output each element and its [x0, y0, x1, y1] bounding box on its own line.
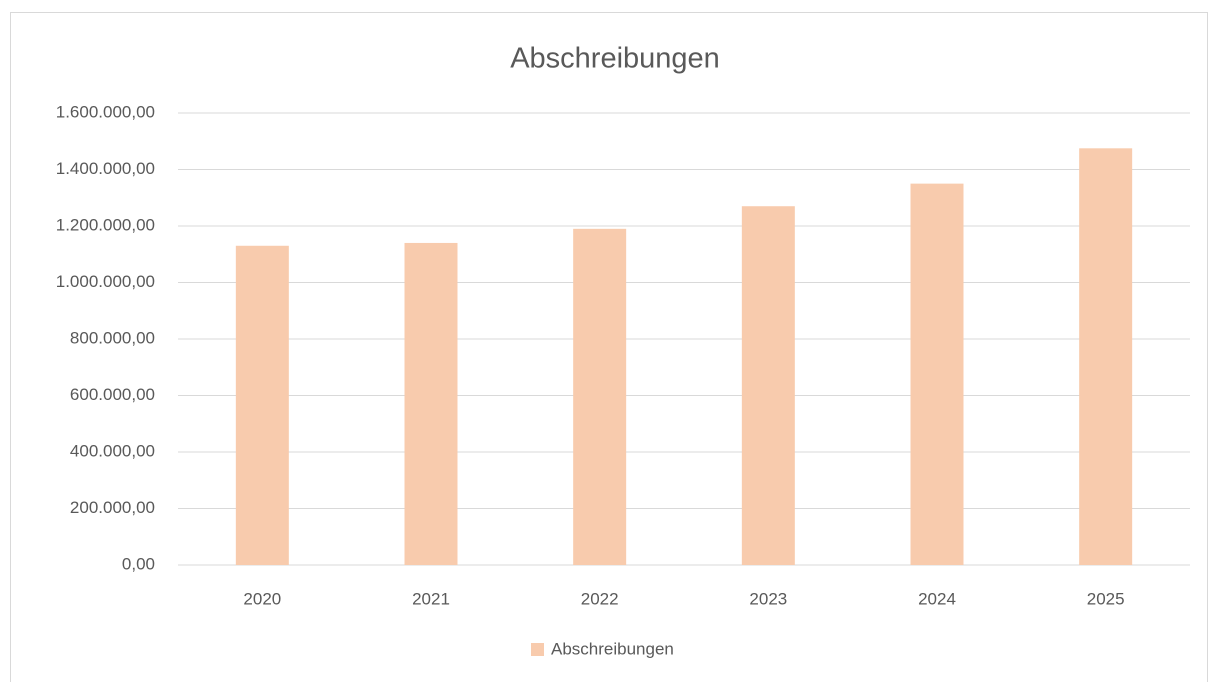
y-tick-label: 200.000,00	[70, 498, 155, 517]
bar	[573, 228, 627, 565]
chart-title: Abschreibungen	[510, 43, 720, 75]
y-tick-label: 0,00	[122, 554, 155, 573]
bar	[741, 206, 795, 565]
y-tick-label: 1.000.000,00	[56, 272, 155, 291]
y-tick-label: 1.200.000,00	[56, 215, 155, 234]
x-tick-label: 2023	[749, 589, 787, 608]
x-tick-label: 2024	[918, 589, 956, 608]
y-tick-label: 800.000,00	[70, 328, 155, 347]
bar	[1079, 148, 1133, 565]
x-tick-label: 2021	[412, 589, 450, 608]
legend-label: Abschreibungen	[551, 639, 674, 658]
bar	[235, 245, 289, 565]
legend-swatch	[531, 643, 544, 656]
y-tick-label: 600.000,00	[70, 385, 155, 404]
y-tick-label: 1.400.000,00	[56, 159, 155, 178]
x-tick-label: 2025	[1087, 589, 1125, 608]
y-tick-label: 1.600.000,00	[56, 102, 155, 121]
bar	[910, 183, 964, 565]
x-tick-label: 2020	[243, 589, 281, 608]
bar	[404, 242, 458, 565]
y-tick-label: 400.000,00	[70, 441, 155, 460]
x-tick-label: 2022	[581, 589, 619, 608]
